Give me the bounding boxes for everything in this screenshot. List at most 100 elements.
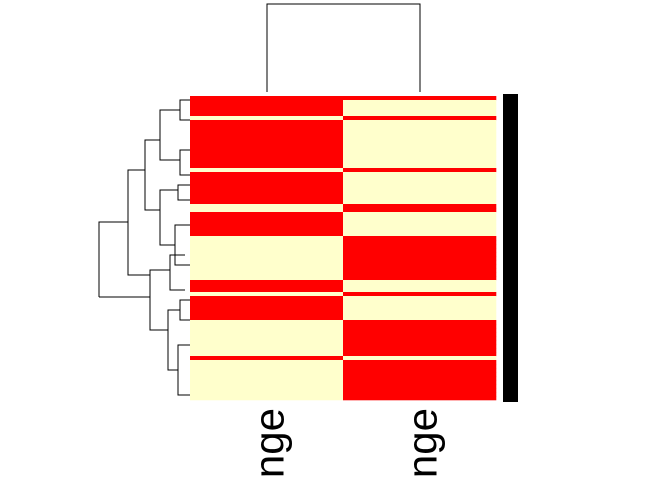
heatmap-cell [343, 212, 497, 217]
heatmap-cell [190, 160, 344, 165]
heatmap-cell [343, 136, 497, 141]
heatmap-cell [343, 180, 497, 185]
heatmap-cell [343, 352, 497, 357]
heatmap-cell [343, 340, 497, 345]
heatmap-cell [343, 292, 497, 297]
heatmap-cell [190, 268, 344, 273]
heatmap-cell [343, 264, 497, 269]
heatmap-cell [190, 204, 344, 209]
row-labels [503, 94, 518, 402]
column-label: nge [246, 408, 293, 478]
heatmap-cell [343, 316, 497, 321]
heatmap-cell [190, 208, 344, 213]
heatmap-cell [190, 388, 344, 393]
heatmap-cell [190, 368, 344, 373]
heatmap-cell [190, 308, 344, 313]
heatmap-cell [343, 328, 497, 333]
heatmap-cell [343, 284, 497, 289]
heatmap-cell [190, 256, 344, 261]
heatmap-cell [343, 172, 497, 177]
heatmap-cell [190, 312, 344, 317]
heatmap-cell [343, 152, 497, 157]
heatmap-cell [190, 156, 344, 161]
heatmap-cell [343, 384, 497, 389]
heatmap-cell [343, 96, 497, 101]
heatmap-cell [343, 312, 497, 317]
heatmap-cell [343, 324, 497, 329]
heatmap-cell [343, 224, 497, 229]
heatmap-cell [343, 240, 497, 245]
heatmap-cell [190, 188, 344, 193]
heatmap-cell [190, 252, 344, 257]
heatmap-cell [190, 280, 344, 285]
heatmap-cell [190, 220, 344, 225]
heatmap-cell [343, 112, 497, 117]
heatmap-cell [343, 160, 497, 165]
heatmap-cell [343, 248, 497, 253]
heatmap-cell [343, 156, 497, 161]
heatmap-cell [343, 392, 497, 397]
heatmap-cell [190, 292, 344, 297]
heatmap-cell [190, 380, 344, 385]
heatmap-cell [190, 264, 344, 269]
heatmap-cell [190, 224, 344, 229]
heatmap-cell [190, 328, 344, 333]
heatmap-cell [190, 304, 344, 309]
heatmap-cell [343, 124, 497, 129]
heatmap-cell [343, 232, 497, 237]
heatmap-cell [190, 140, 344, 145]
heatmap-cell [343, 376, 497, 381]
heatmap-cell [343, 372, 497, 377]
heatmap-cell [343, 236, 497, 241]
heatmap-cell [190, 100, 344, 105]
heatmap-cell [190, 180, 344, 185]
heatmap-cell [343, 268, 497, 273]
heatmap-cell [190, 284, 344, 289]
heatmap-cell [190, 148, 344, 153]
heatmap-cell [190, 200, 344, 205]
heatmap-cell [190, 300, 344, 305]
heatmap-cell [343, 320, 497, 325]
heatmap-cell [190, 112, 344, 117]
heatmap-cell [343, 280, 497, 285]
heatmap-cell [190, 124, 344, 129]
heatmap-cell [343, 204, 497, 209]
heatmap-cell [343, 128, 497, 133]
heatmap-cell [190, 228, 344, 233]
heatmap-cell [190, 332, 344, 337]
heatmap-cell [190, 240, 344, 245]
heatmap-cell [190, 196, 344, 201]
heatmap-cell [343, 216, 497, 221]
heatmap-cell [343, 148, 497, 153]
heatmap-cell [190, 172, 344, 177]
heatmap-cell [190, 360, 344, 365]
heatmap-cell [190, 128, 344, 133]
heatmap-cell [343, 116, 497, 121]
heatmap-cell [190, 276, 344, 281]
heatmap-cell [343, 200, 497, 205]
heatmap-cell [343, 356, 497, 361]
heatmap-cell [190, 248, 344, 253]
heatmap-cell [190, 260, 344, 265]
heatmap-cell [343, 208, 497, 213]
heatmap-cell [343, 100, 497, 105]
heatmap-cell [343, 364, 497, 369]
heatmap-cell [343, 176, 497, 181]
heatmap-cell [343, 228, 497, 233]
heatmap-cell [190, 136, 344, 141]
heatmap-cell [190, 340, 344, 345]
heatmap-cell [190, 372, 344, 377]
heatmap-cell [343, 344, 497, 349]
heatmap-cell [343, 140, 497, 145]
heatmap-cell [343, 360, 497, 365]
heatmap-cell [343, 304, 497, 309]
heatmap-cell [343, 308, 497, 313]
heatmap-cell [190, 108, 344, 113]
heatmap-cell [190, 244, 344, 249]
heatmap-cell [343, 192, 497, 197]
row-dendrogram [98, 99, 190, 396]
heatmap-cell [190, 120, 344, 125]
heatmap-cell [190, 316, 344, 321]
heatmap-cell [343, 380, 497, 385]
heatmap-cell [343, 396, 497, 401]
